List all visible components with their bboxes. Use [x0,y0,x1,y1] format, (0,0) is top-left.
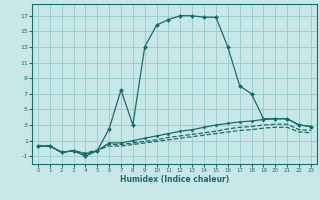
X-axis label: Humidex (Indice chaleur): Humidex (Indice chaleur) [120,175,229,184]
